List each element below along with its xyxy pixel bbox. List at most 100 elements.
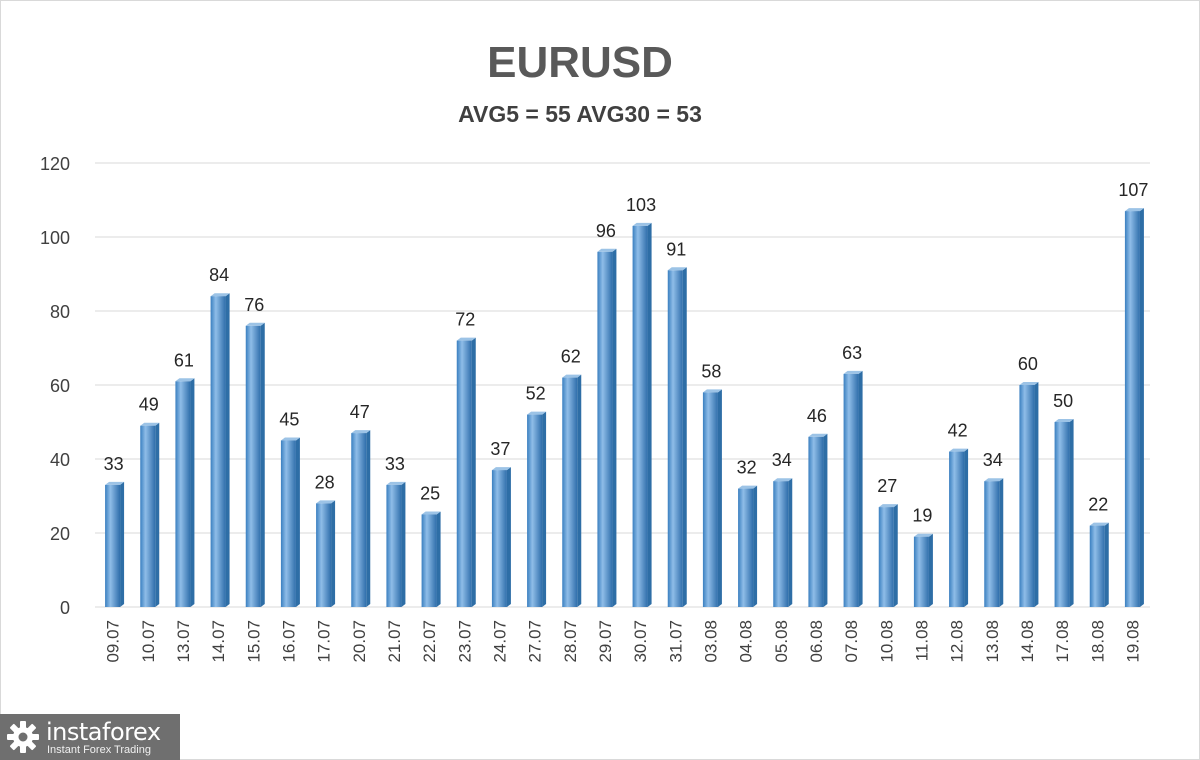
gridlines [95, 162, 1150, 608]
data-label: 58 [701, 361, 721, 381]
x-tick-label: 15.07 [244, 620, 263, 663]
x-tick-label: 29.07 [596, 620, 615, 663]
data-labels: 33 49 61 84 76 45 28 47 33 25 72 37 52 62 96 103 91 58 32 3… [104, 180, 1149, 526]
bar-side [612, 248, 617, 608]
bar-top [280, 437, 300, 441]
bar-side [717, 389, 722, 607]
x-tick-label: 31.07 [666, 620, 685, 663]
data-label: 34 [772, 450, 792, 470]
bar [597, 251, 613, 608]
bar [1019, 385, 1035, 607]
x-tick-label: 22.07 [420, 620, 439, 663]
x-tick-label: 21.07 [385, 620, 404, 663]
x-tick-label: 19.08 [1123, 620, 1142, 663]
data-label: 33 [104, 454, 124, 474]
bar [527, 414, 543, 607]
data-label: 46 [807, 406, 827, 426]
x-axis: 09.07 10.07 13.07 14.07 15.07 16.07 17.07 20.07… [104, 620, 1143, 663]
bar-side [401, 481, 406, 607]
bar [1089, 525, 1105, 607]
bar-side [647, 222, 652, 607]
data-label: 32 [737, 458, 757, 478]
data-label: 33 [385, 454, 405, 474]
bar-top [316, 500, 336, 504]
x-tick-label: 03.08 [701, 620, 720, 663]
bar-top [808, 433, 828, 437]
bar-side [295, 437, 300, 607]
bar [245, 325, 261, 607]
bar-top [1019, 382, 1039, 385]
bar-top [456, 337, 476, 341]
bar [421, 514, 437, 607]
bar-side [225, 293, 230, 607]
y-tick-label: 80 [50, 302, 70, 322]
bar-top [105, 481, 125, 485]
x-tick-label: 12.08 [948, 620, 967, 663]
x-tick-label: 23.07 [455, 620, 474, 663]
data-label: 19 [912, 506, 932, 526]
bar-top [738, 485, 758, 489]
bar-side [506, 467, 511, 607]
bar [667, 270, 683, 607]
bar-side [366, 430, 371, 607]
bar [175, 381, 191, 607]
bar [1124, 211, 1140, 607]
bar-top [984, 478, 1004, 482]
x-tick-label: 17.07 [315, 620, 334, 663]
data-label: 62 [561, 347, 581, 367]
data-label: 25 [420, 484, 440, 504]
bar-side [542, 411, 547, 607]
bar-side [1034, 382, 1039, 607]
x-tick-label: 14.08 [1018, 620, 1037, 663]
x-tick-label: 16.07 [279, 620, 298, 663]
y-tick-label: 100 [40, 228, 70, 248]
bar-top [949, 448, 969, 452]
bar-top [527, 411, 547, 415]
y-tick-label: 60 [50, 376, 70, 396]
bar [562, 377, 578, 607]
bar [632, 225, 648, 607]
bar-top [421, 511, 441, 515]
bar-side [436, 511, 441, 607]
watermark-tagline: Instant Forex Trading [47, 744, 151, 756]
y-tick-label: 40 [50, 450, 70, 470]
x-tick-label: 13.07 [174, 620, 193, 663]
bar-top [632, 222, 652, 226]
data-label: 34 [983, 450, 1003, 470]
x-tick-label: 09.07 [104, 620, 123, 663]
bar [843, 373, 859, 607]
x-tick-label: 20.07 [350, 620, 369, 663]
bar-top [913, 533, 933, 537]
data-label: 42 [948, 421, 968, 441]
data-label: 107 [1118, 180, 1148, 200]
bar-top [1089, 522, 1109, 526]
bar-side [1104, 522, 1109, 607]
bar-top [386, 481, 406, 485]
x-tick-label: 28.07 [561, 620, 580, 663]
x-tick-label: 14.07 [209, 620, 228, 663]
bar [316, 503, 332, 607]
data-label: 84 [209, 265, 229, 285]
x-tick-label: 05.08 [772, 620, 791, 663]
bar-top [1124, 208, 1144, 212]
bar [808, 436, 824, 607]
y-tick-label: 20 [50, 524, 70, 544]
bar-top [245, 322, 265, 326]
bar-side [1139, 208, 1144, 607]
bar-top [210, 293, 230, 297]
x-tick-label: 06.08 [807, 620, 826, 663]
x-tick-label: 10.08 [877, 620, 896, 663]
data-label: 72 [455, 310, 475, 330]
gear-icon [7, 721, 39, 753]
bar [913, 536, 929, 607]
data-label: 28 [315, 472, 335, 492]
chart-subtitle: AVG5 = 55 AVG30 = 53 [458, 101, 702, 127]
bar [984, 481, 1000, 607]
x-tick-label: 30.07 [631, 620, 650, 663]
data-label: 52 [526, 384, 546, 404]
bar-side [928, 533, 933, 607]
data-label: 91 [666, 239, 686, 259]
bar-side [893, 504, 898, 607]
bar-top [702, 389, 722, 393]
